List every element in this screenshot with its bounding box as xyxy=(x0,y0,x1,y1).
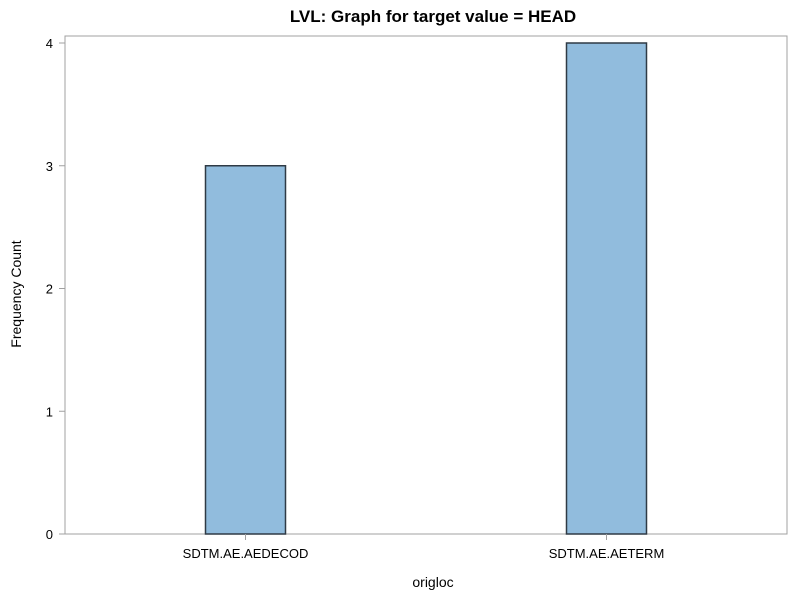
y-tick-label: 0 xyxy=(46,527,53,542)
y-tick-label: 4 xyxy=(46,36,53,51)
bar-sdtm-ae-aedecod xyxy=(204,165,287,535)
bars xyxy=(204,42,648,535)
chart-title: LVL: Graph for target value = HEAD xyxy=(290,7,576,26)
x-tick-label: SDTM.AE.AETERM xyxy=(549,546,665,561)
y-axis: 0 1 2 3 4 xyxy=(46,36,65,542)
x-axis: SDTM.AE.AEDECOD SDTM.AE.AETERM xyxy=(183,534,665,561)
plot-frame xyxy=(64,35,788,535)
x-tick-label: SDTM.AE.AEDECOD xyxy=(183,546,309,561)
y-tick-label: 1 xyxy=(46,404,53,419)
x-axis-label: origloc xyxy=(412,574,453,590)
y-axis-label: Frequency Count xyxy=(8,240,24,348)
y-tick-label: 2 xyxy=(46,282,53,297)
y-tick-label: 3 xyxy=(46,159,53,174)
bar-sdtm-ae-aeterm xyxy=(565,42,648,535)
